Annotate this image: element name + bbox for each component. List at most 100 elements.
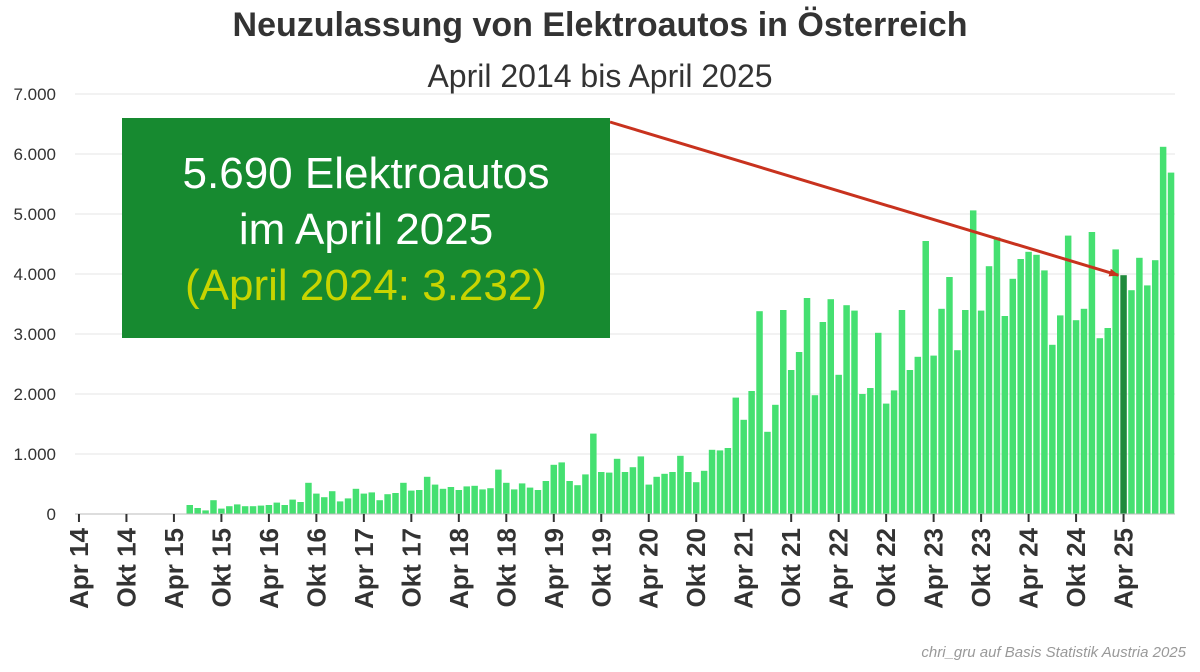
bar — [344, 498, 352, 514]
bar — [384, 494, 391, 514]
x-tick-label: Okt 18 — [491, 528, 521, 608]
x-tick-label: Okt 20 — [681, 528, 711, 608]
bar — [495, 469, 502, 514]
bar — [700, 470, 708, 514]
bar — [1144, 285, 1151, 514]
bar — [226, 506, 233, 514]
bar — [1009, 278, 1017, 514]
bar — [867, 388, 874, 514]
bar — [1112, 249, 1119, 514]
bar — [851, 310, 858, 514]
x-tick-label: Apr 25 — [1109, 528, 1139, 609]
bar — [360, 493, 368, 514]
y-tick-label: 7.000 — [13, 85, 56, 104]
bar — [1120, 275, 1127, 514]
bar — [336, 501, 344, 514]
bar — [898, 310, 906, 514]
bar — [321, 497, 328, 514]
bar — [795, 352, 803, 514]
bar — [1033, 254, 1040, 515]
bar — [962, 310, 969, 514]
bar — [1088, 232, 1096, 514]
bar — [772, 404, 779, 514]
bar — [740, 419, 747, 514]
bar — [1041, 270, 1048, 514]
bar — [692, 482, 700, 514]
bar — [455, 490, 463, 514]
bar — [431, 484, 439, 514]
bar — [1159, 146, 1167, 515]
bar — [716, 450, 724, 514]
bar — [392, 493, 399, 514]
bar — [194, 508, 201, 514]
bar — [265, 505, 273, 514]
annotation-line-1: 5.690 Elektroautos — [182, 149, 550, 198]
bar — [510, 489, 518, 514]
bar — [416, 490, 423, 514]
bar — [748, 391, 755, 514]
x-tick-label: Apr 18 — [444, 528, 474, 609]
bar — [487, 488, 494, 514]
x-tick-label: Apr 17 — [349, 528, 379, 609]
bar — [210, 500, 217, 514]
bar — [590, 433, 597, 514]
y-tick-label: 3.000 — [13, 325, 56, 344]
bar — [273, 502, 281, 514]
bar — [1001, 316, 1009, 514]
source-note: chri_gru auf Basis Statistik Austria 202… — [921, 644, 1186, 661]
bar — [241, 506, 249, 514]
annotation-arrow — [609, 120, 1120, 277]
bar — [1104, 328, 1111, 514]
bar — [914, 356, 922, 514]
bar — [518, 483, 526, 514]
bar — [756, 311, 763, 514]
bar — [874, 332, 882, 514]
bar — [550, 464, 558, 514]
bar — [645, 484, 652, 514]
bar — [598, 472, 605, 514]
bar — [859, 394, 866, 514]
bar — [1167, 172, 1175, 514]
bar — [938, 308, 945, 514]
x-tick-label: Okt 19 — [586, 528, 616, 608]
x-tick-label: Okt 15 — [206, 528, 236, 608]
bar — [281, 505, 288, 514]
x-tick-label: Okt 21 — [776, 528, 806, 608]
bar — [621, 472, 629, 514]
x-tick-label: Apr 16 — [254, 528, 284, 609]
bar — [827, 299, 834, 514]
bar — [605, 472, 613, 514]
bar — [305, 482, 312, 514]
bar — [408, 490, 415, 514]
bar — [376, 500, 383, 514]
x-tick-label: Okt 23 — [966, 528, 996, 608]
y-tick-label: 6.000 — [13, 145, 56, 164]
x-tick-label: Apr 21 — [729, 528, 759, 609]
x-tick-label: Apr 14 — [64, 527, 94, 608]
bar — [313, 493, 320, 514]
bar — [843, 305, 850, 514]
bar — [708, 449, 716, 514]
bar — [400, 482, 407, 514]
bar — [954, 350, 961, 514]
bar — [1096, 338, 1104, 514]
bar — [423, 476, 431, 514]
chart-title: Neuzulassung von Elektroautos in Österre… — [232, 6, 968, 44]
bar — [1017, 259, 1024, 514]
bar — [447, 487, 455, 514]
bar — [558, 462, 565, 514]
bar — [289, 499, 296, 514]
bar — [1025, 251, 1032, 515]
chart-subtitle: April 2014 bis April 2025 — [427, 58, 773, 94]
bar — [882, 403, 890, 514]
bar — [977, 310, 985, 514]
bar — [249, 506, 257, 514]
y-tick-label: 0 — [47, 505, 56, 524]
bar — [479, 489, 486, 514]
bar — [202, 510, 209, 514]
bar — [297, 502, 304, 514]
annotation-line-2: im April 2025 — [238, 205, 494, 254]
x-tick-label: Okt 17 — [396, 528, 426, 608]
bar — [653, 476, 660, 514]
